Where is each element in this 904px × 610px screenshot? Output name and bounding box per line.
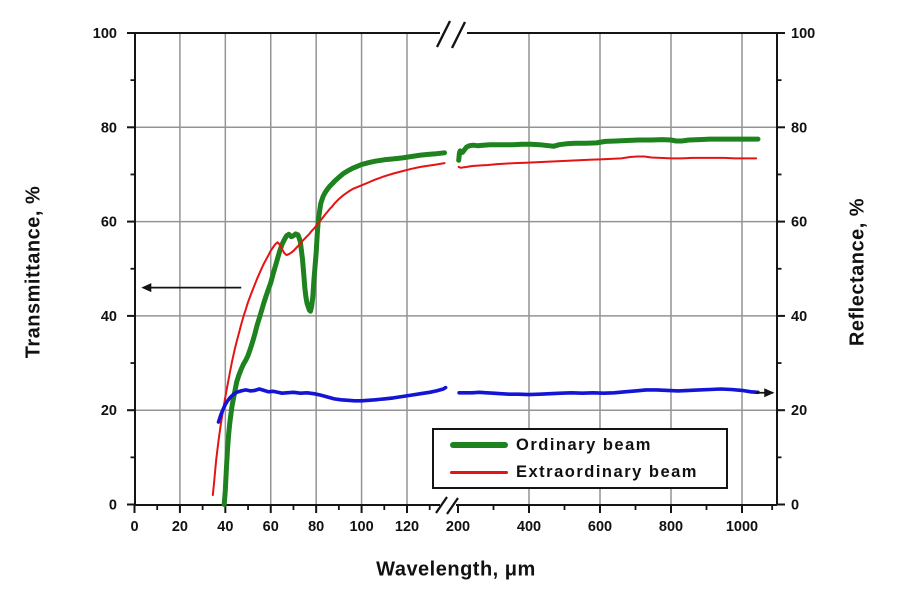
axis-break-bottom: [446, 497, 459, 515]
legend: Ordinary beam Extraordinary beam: [432, 428, 728, 489]
y-tick-label-right: 20: [791, 403, 807, 419]
series-reflectance-left: [216, 385, 448, 424]
y-tick-label-left: 60: [101, 215, 117, 231]
series-ordinary-beam-left: [221, 150, 447, 507]
x-axis-title: Wavelength, μm: [376, 558, 536, 581]
legend-label-ordinary-beam: Ordinary beam: [516, 435, 652, 454]
x-tick-label: 1000: [726, 519, 758, 535]
axis-break-bottom: [435, 496, 448, 514]
reflectance-axis-arrow-head: [764, 388, 775, 398]
y-tick-label-right: 40: [791, 309, 807, 325]
y-tick-label-right: 80: [791, 120, 807, 136]
y-tick-label-right: 100: [791, 26, 815, 42]
series-extraordinary-beam-right: [457, 155, 758, 169]
x-tick-label: 120: [395, 519, 419, 535]
transmittance-axis-arrow-head: [141, 283, 152, 293]
axis-break-top: [435, 20, 452, 48]
series-extraordinary-beam-left: [211, 162, 446, 497]
y-axis-title-right: Reflectance, %: [846, 197, 869, 347]
x-tick-label: 40: [217, 519, 233, 535]
x-tick-label: 100: [349, 519, 373, 535]
x-tick-label: 200: [446, 519, 470, 535]
y-tick-label-left: 100: [93, 26, 117, 42]
legend-swatch-ordinary-beam: [450, 442, 508, 448]
legend-swatch-extraordinary-beam: [450, 470, 508, 474]
y-tick-label-left: 80: [101, 120, 117, 136]
x-tick-label: 800: [659, 519, 683, 535]
legend-entry-extraordinary-beam: Extraordinary beam: [450, 461, 726, 483]
axis-break-top: [450, 21, 467, 49]
y-axis-title-left: Transmittance, %: [22, 185, 45, 359]
y-tick-label-right: 0: [791, 498, 799, 514]
y-tick-label-left: 0: [109, 498, 117, 514]
x-tick-label: 600: [588, 519, 612, 535]
x-tick-label: 0: [130, 519, 138, 535]
x-tick-label: 400: [517, 519, 541, 535]
x-tick-label: 60: [263, 519, 279, 535]
x-tick-label: 20: [172, 519, 188, 535]
legend-entry-ordinary-beam: Ordinary beam: [450, 434, 726, 456]
legend-label-extraordinary-beam: Extraordinary beam: [516, 462, 698, 481]
y-tick-label-left: 40: [101, 309, 117, 325]
x-tick-label: 80: [308, 519, 324, 535]
series-ordinary-beam-right: [456, 136, 761, 163]
y-tick-label-right: 60: [791, 215, 807, 231]
y-tick-label-left: 20: [101, 403, 117, 419]
series-reflectance-right: [457, 387, 760, 397]
